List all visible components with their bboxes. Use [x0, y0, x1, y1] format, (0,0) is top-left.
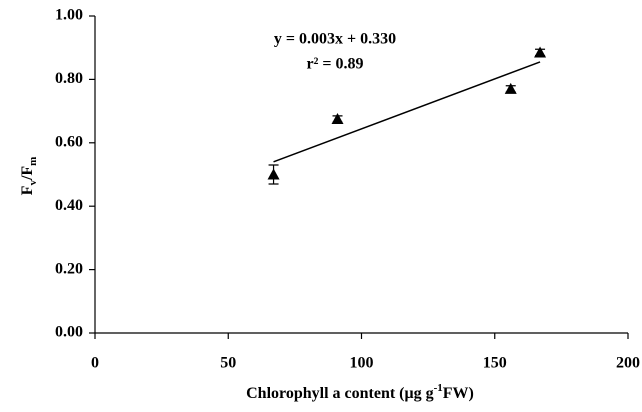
y-tick-label: 0.80	[55, 70, 83, 87]
y-tick-label: 0.20	[55, 260, 83, 277]
y-label-part: /F	[19, 166, 36, 181]
x-tick-label: 50	[220, 355, 236, 372]
point	[534, 46, 547, 58]
x-axis-label: Chlorophyll a content (μg g-1FW)	[246, 382, 474, 402]
trend-line	[273, 61, 541, 163]
y-axis-label: Fv/Fm	[19, 157, 39, 196]
point	[267, 168, 280, 180]
point	[504, 82, 517, 94]
y-tick-label: 0.60	[55, 133, 83, 150]
y-tick-label: 0.00	[55, 324, 83, 341]
x-tick-label: 0	[91, 355, 99, 372]
equation: y = 0.003x + 0.330	[274, 31, 396, 48]
point	[331, 113, 344, 125]
y-tick-label: 0.40	[55, 197, 83, 214]
y-label-sub: v	[27, 180, 39, 186]
x-tick-label: 200	[616, 355, 640, 372]
x-tick-label: 150	[483, 355, 507, 372]
r-squared: r² = 0.89	[306, 56, 363, 73]
y-label-sub: m	[27, 157, 39, 166]
x-label-part: FW)	[443, 385, 474, 402]
x-tick-label: 100	[350, 355, 374, 372]
y-label-part: F	[19, 185, 36, 195]
x-label-part: Chlorophyll a content (μg g	[246, 385, 433, 402]
y-tick-label: 1.00	[55, 7, 83, 24]
x-label-sup: -1	[434, 382, 443, 394]
